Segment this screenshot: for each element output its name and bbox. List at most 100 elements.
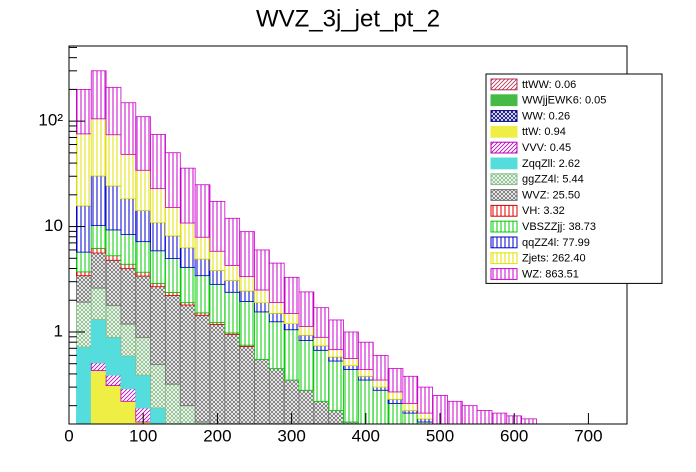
bar-segment [105,374,122,386]
legend-swatch [490,268,518,280]
legend-label: ttW: 0.94 [522,126,566,138]
bar-segment [150,407,166,424]
bar-segment [283,276,300,314]
bar-segment [150,188,166,224]
bar-segment [165,152,181,208]
bar-segment [194,258,211,277]
bar-segment [90,247,107,254]
legend-label: VVV: 0.45 [522,142,571,154]
bar-segment [120,355,137,390]
bar-segment [239,276,255,292]
bar-segment [224,291,241,334]
bar-segment [120,400,137,424]
bar-segment [447,400,463,424]
bar-segment [239,290,255,302]
bar-segment [209,270,226,285]
bar-segment [105,304,122,338]
bar-segment [298,334,315,341]
bar-segment [417,386,433,414]
bar-segment [268,262,285,303]
chart-title: WVZ_3j_jet_pt_2 [256,5,440,32]
bar-segment [76,133,92,207]
bar-segment [76,271,92,277]
bar-segment [298,340,315,391]
bar-segment [120,153,137,200]
legend-label: ggZZ4l: 5.44 [522,174,584,186]
bar-segment [120,323,137,357]
bar-segment [298,325,315,336]
bar-segment [179,405,196,424]
bar-segment [328,319,344,351]
bar-segment [343,331,359,359]
bar-segment [105,134,122,187]
legend-label: ZqqZll: 2.62 [522,158,580,170]
bar-segment [165,383,181,424]
bar-segment [76,275,92,303]
bar-segment [387,368,404,393]
bar-segment [179,222,196,249]
legend-label: VBSZZjj: 38.73 [522,221,596,233]
bar-segment [254,311,270,360]
bar-segment [105,185,122,231]
bar-segment [268,368,285,424]
bar-segment [120,268,137,325]
bar-segment [179,304,196,407]
bar-segment [417,412,433,420]
legend-label: WZ: 863.51 [522,268,579,280]
legend-label: ttWW: 0.06 [522,79,576,91]
bar-segment [254,289,270,303]
x-tick-label: 300 [277,426,305,445]
bar-segment [194,275,211,314]
bar-segment [417,418,433,423]
bar-segment [387,391,404,400]
bar-segment [135,271,152,277]
bar-segment [105,229,122,257]
bar-segment [150,364,166,409]
y-tick-label: 10 [44,216,63,235]
bar-segment [105,385,122,424]
bar-segment [402,403,419,411]
bar-segment [357,375,374,381]
bar-segment [179,167,196,224]
bar-segment [298,291,315,327]
bar-segment [357,369,374,377]
legend-swatch [490,141,518,154]
bar-segment [268,302,285,314]
bar-segment [298,389,315,424]
bar-segment [476,410,493,424]
bar-segment [165,235,181,259]
bar-segment [90,118,107,177]
y-tick-label: 1 [54,321,63,340]
bar-segment [328,349,344,358]
legend-swatch [490,220,518,233]
bar-segment [135,210,152,243]
bar-segment [150,250,166,284]
bar-segment [165,295,181,385]
bar-segment [402,412,419,424]
x-tick-label: 500 [426,426,454,445]
bar-segment [461,405,478,424]
legend: ttWW: 0.06 WWjjEWK6: 0.05 WW: 0.26 ttW: 0.9… [485,73,663,284]
bar-segment [76,89,92,135]
bar-segment [209,200,226,252]
bar-segment [150,286,166,366]
bar-segment [357,341,374,370]
bar-segment [343,369,359,423]
bar-segment [268,313,285,323]
legend-swatch [490,236,518,249]
legend-swatch [490,94,518,107]
bar-segment [120,388,137,402]
bar-segment [105,259,122,306]
bar-segment [254,358,270,424]
bar-segment [254,249,270,291]
bar-segment [135,169,152,211]
bar-segment [224,217,241,266]
bar-segment [165,207,181,237]
bar-segment [283,329,300,381]
legend-label: WWjjEWK6: 0.05 [522,95,606,107]
axes: 0 100 200 300 400 500 600 700 1 10 10² [38,46,603,445]
legend-swatch [490,110,518,122]
bar-segment [209,323,226,424]
bar-segment [224,265,241,281]
